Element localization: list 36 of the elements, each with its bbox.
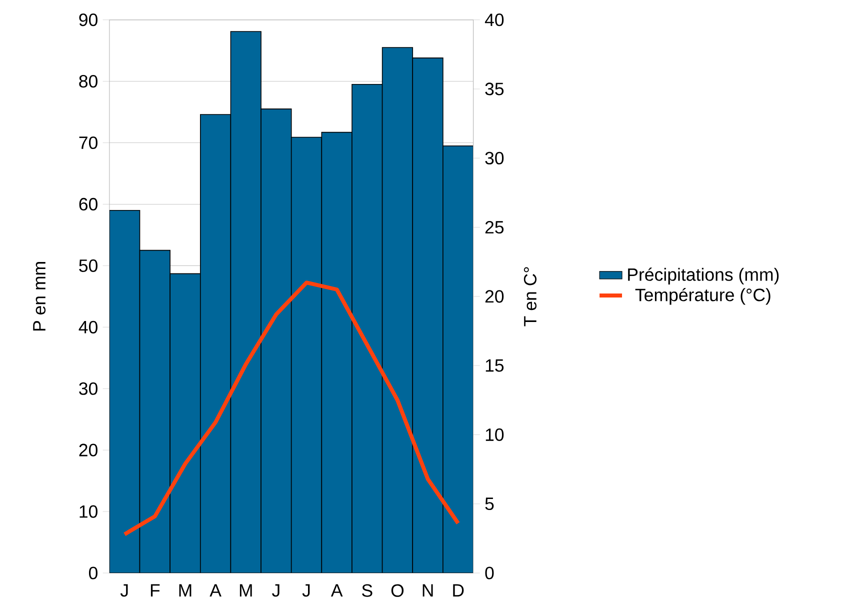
y-tick-label: 90 — [79, 14, 98, 26]
y-tick-label: 40 — [78, 321, 98, 334]
y-tick-label: 70 — [79, 136, 98, 150]
x-tick-label: A — [210, 584, 222, 597]
y2-tick-label: 25 — [485, 221, 504, 234]
y2-tick-label: 30 — [485, 152, 504, 165]
x-tick-label: S — [362, 584, 372, 598]
x-tick-label: F — [150, 584, 160, 597]
y2-axis-title: T en C° — [524, 267, 537, 326]
y2-tick-label: 40 — [484, 14, 504, 26]
legend-label: Précipitations (mm) — [628, 268, 779, 285]
y-tick-label: 0 — [88, 566, 98, 580]
y2-tick-label: 15 — [486, 360, 504, 372]
x-tick-label: O — [391, 584, 404, 598]
y-tick-label: 20 — [79, 444, 98, 457]
x-tick-label: D — [453, 584, 464, 597]
y-tick-label: 50 — [79, 260, 98, 272]
y-tick-label: 10 — [80, 505, 98, 518]
y-axis-title: P en mm — [33, 262, 46, 331]
y-tick-label: 30 — [79, 382, 98, 396]
x-tick-label: J — [272, 584, 280, 597]
y2-tick-label: 0 — [485, 566, 494, 580]
line-series — [122, 280, 460, 536]
y2-tick-label: 10 — [486, 428, 504, 442]
x-tick-label: J — [120, 584, 128, 597]
x-tick-label: M — [179, 584, 192, 597]
y2-tick-label: 20 — [485, 290, 504, 303]
x-tick-label: J — [302, 584, 310, 597]
y2-tick-label: 5 — [485, 498, 494, 510]
x-tick-label: N — [422, 584, 433, 597]
x-tick-label: M — [240, 584, 252, 597]
x-tick-label: A — [330, 584, 343, 597]
y-tick-label: 60 — [79, 198, 98, 211]
y-tick-label: 80 — [79, 75, 98, 88]
legend-label: Température (°C) — [635, 288, 770, 305]
y2-tick-label: 35 — [485, 82, 504, 96]
